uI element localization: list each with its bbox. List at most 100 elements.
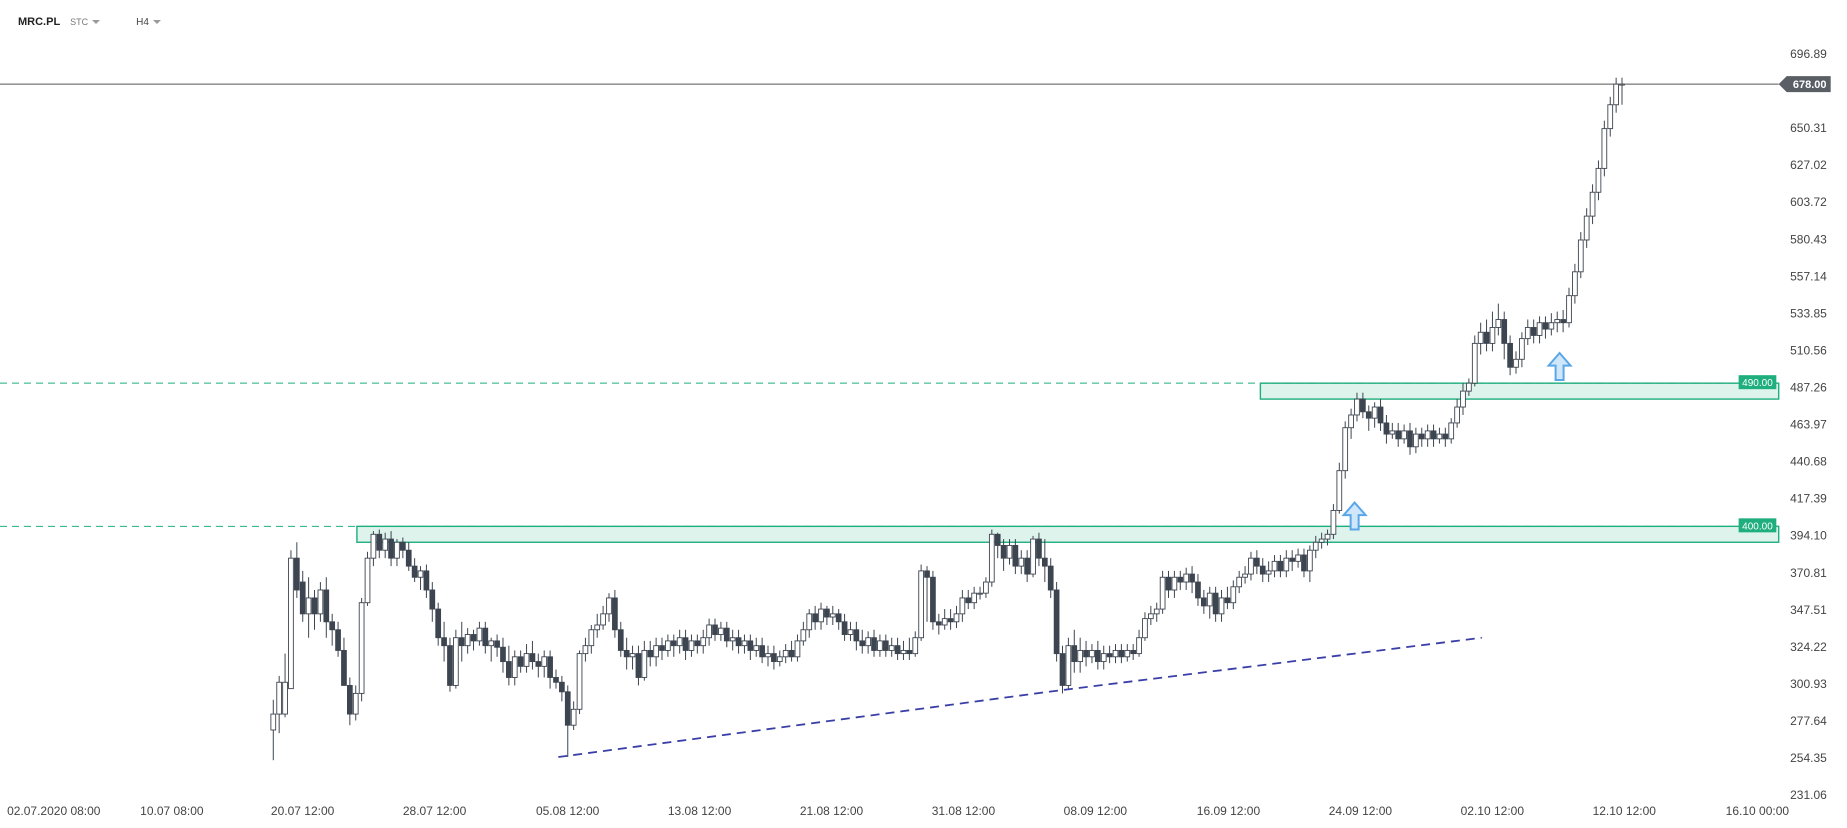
candle-body	[1206, 592, 1213, 607]
source-label: STC	[70, 17, 89, 27]
candle	[1354, 392, 1360, 422]
candle	[1460, 383, 1466, 415]
candle	[1389, 422, 1396, 439]
candle-body	[364, 557, 371, 604]
candle-body	[1094, 649, 1101, 663]
candle-body	[305, 597, 312, 615]
candle-body	[1289, 557, 1296, 562]
candle	[1519, 332, 1525, 368]
candle-body	[559, 681, 565, 693]
candle	[1142, 612, 1148, 641]
candle-body	[877, 640, 883, 651]
candle-body	[299, 581, 306, 615]
y-axis: 696.89 650.31 627.02 603.72 580.43 557.14 533.…	[1790, 47, 1827, 802]
candle	[1218, 589, 1225, 622]
candle	[853, 621, 860, 651]
candle-body	[829, 613, 836, 618]
candle-body	[529, 653, 536, 663]
candle-body	[1513, 358, 1519, 368]
candle	[529, 640, 536, 670]
candle-body	[965, 597, 972, 604]
candle-body	[1601, 128, 1608, 169]
candle	[400, 537, 406, 559]
candle	[600, 605, 606, 630]
candle-body	[1371, 406, 1378, 419]
candle-body	[629, 653, 636, 658]
candle	[1047, 558, 1054, 598]
candle	[1572, 263, 1578, 304]
candle-body	[1483, 331, 1490, 344]
candle-body	[1130, 649, 1137, 655]
x-tick-label: 28.07 12:00	[403, 804, 467, 818]
candle-body	[500, 646, 506, 663]
timeframe-label: H4	[136, 16, 149, 28]
candle-body	[806, 613, 813, 631]
candle-body	[464, 634, 471, 647]
candle	[1548, 313, 1555, 336]
candle-body	[1342, 427, 1349, 472]
candle	[1112, 644, 1119, 664]
candle-body	[1477, 331, 1484, 344]
candle-body	[635, 653, 642, 678]
candle	[429, 582, 436, 622]
candle	[1265, 561, 1272, 583]
candle	[1094, 640, 1101, 670]
candle-body	[429, 589, 436, 610]
candle	[1477, 322, 1484, 355]
candle-body	[888, 645, 895, 651]
candle	[1336, 462, 1343, 514]
candle	[1454, 399, 1460, 428]
candle-body	[423, 570, 430, 591]
candle	[1360, 392, 1366, 419]
candle	[712, 618, 718, 641]
candle	[1448, 418, 1455, 444]
timeframe-dropdown[interactable]: H4	[136, 17, 161, 28]
source-dropdown[interactable]: STC	[70, 17, 101, 27]
candle	[900, 640, 907, 660]
candle-body	[871, 637, 877, 651]
candle-body	[729, 637, 736, 642]
candle-body	[1012, 544, 1019, 567]
candle	[1583, 208, 1590, 248]
candle-body	[617, 629, 624, 651]
candle	[1012, 539, 1019, 575]
candle	[1507, 335, 1513, 376]
candle	[1312, 535, 1319, 559]
chevron-down-icon	[152, 20, 161, 24]
candle	[341, 637, 347, 686]
candle	[682, 629, 689, 660]
candle	[1501, 311, 1508, 360]
x-tick-label: 16.09 12:00	[1197, 804, 1261, 818]
candle-body	[1195, 581, 1201, 599]
candle	[1613, 77, 1619, 113]
candle-body	[417, 570, 424, 578]
candle-body	[788, 649, 795, 658]
x-axis: 02.07.2020 08:00 10.07 08:00 20.07 12:00 28…	[7, 804, 1789, 818]
candle	[723, 621, 730, 648]
candle-body	[818, 608, 824, 623]
candle	[270, 699, 277, 761]
candle-body	[1418, 433, 1425, 440]
candle-body	[270, 713, 277, 731]
candle	[1248, 551, 1254, 581]
candle-body	[317, 589, 324, 615]
candle-body	[588, 629, 595, 647]
chart-toolbar: MRC.PL STC H4	[18, 12, 161, 32]
candle-body	[1348, 414, 1354, 429]
candle	[729, 629, 736, 651]
y-tick-label: 417.39	[1790, 492, 1827, 506]
candle-body	[1519, 338, 1525, 360]
current-price-label: 678.00	[1793, 79, 1827, 91]
candle	[1230, 580, 1237, 610]
y-tick-label: 463.97	[1790, 418, 1827, 432]
candle	[688, 634, 695, 657]
level-label: 490.00	[1742, 378, 1773, 389]
candle	[405, 542, 412, 571]
candle-body	[753, 645, 760, 651]
candle	[647, 640, 654, 667]
candle	[776, 650, 783, 667]
candle-body	[1254, 557, 1260, 567]
candle	[1271, 554, 1278, 578]
candle	[1018, 550, 1025, 575]
